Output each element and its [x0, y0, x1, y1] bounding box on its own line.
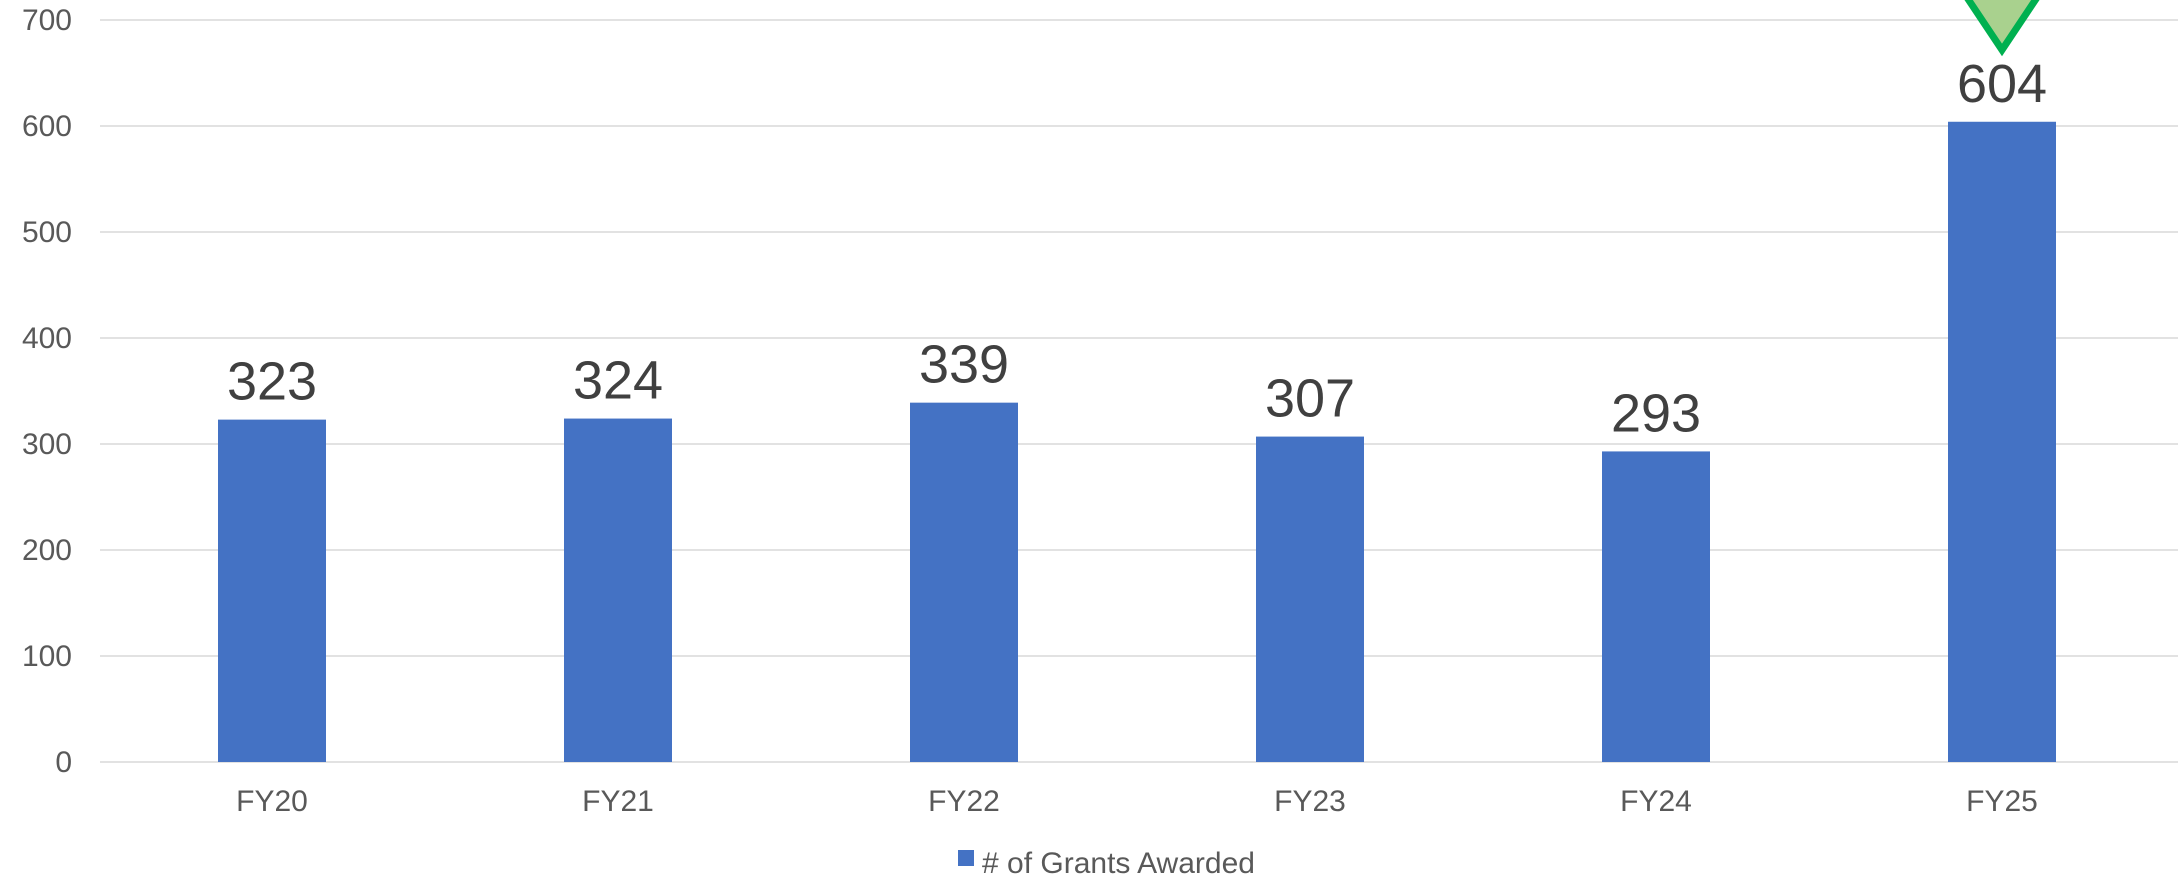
- y-tick-label: 300: [22, 428, 72, 461]
- annotation-marker: [1964, 0, 2040, 57]
- legend-label: # of Grants Awarded: [982, 847, 1255, 878]
- legend: # of Grants Awarded: [958, 847, 1255, 878]
- data-label-fy25: 604: [1957, 54, 2047, 114]
- x-axis-categories: FY20 FY21 FY22 FY23 FY24 FY25: [236, 785, 2038, 818]
- x-tick-label: FY23: [1274, 785, 1346, 818]
- y-tick-label: 700: [22, 4, 72, 37]
- y-axis-ticks: 0 100 200 300 400 500 600 700: [22, 4, 72, 779]
- y-tick-label: 0: [55, 746, 72, 779]
- x-tick-label: FY21: [582, 785, 654, 818]
- x-tick-label: FY22: [928, 785, 1000, 818]
- bar-fy23: [1256, 436, 1364, 762]
- data-label-fy24: 293: [1611, 383, 1701, 443]
- down-triangle-icon: [1964, 0, 2040, 57]
- data-label-fy22: 339: [919, 335, 1009, 395]
- gridlines: [100, 19, 2178, 763]
- legend-swatch: [958, 850, 974, 866]
- bar-fy24: [1602, 451, 1710, 762]
- y-tick-label: 500: [22, 216, 72, 249]
- y-tick-label: 200: [22, 534, 72, 567]
- data-label-fy21: 324: [573, 351, 663, 411]
- y-tick-label: 600: [22, 110, 72, 143]
- y-tick-label: 400: [22, 322, 72, 355]
- data-label-fy23: 307: [1265, 369, 1355, 429]
- bar-fy22: [910, 402, 1018, 762]
- data-labels: 323 324 339 307 293 604: [227, 54, 2047, 444]
- bar-fy20: [218, 419, 326, 762]
- data-label-fy20: 323: [227, 352, 317, 412]
- bar-fy21: [564, 418, 672, 762]
- bar-fy25: [1948, 121, 2056, 762]
- x-tick-label: FY25: [1966, 785, 2038, 818]
- bars: [218, 121, 2056, 762]
- x-tick-label: FY24: [1620, 785, 1692, 818]
- x-tick-label: FY20: [236, 785, 308, 818]
- y-tick-label: 100: [22, 640, 72, 673]
